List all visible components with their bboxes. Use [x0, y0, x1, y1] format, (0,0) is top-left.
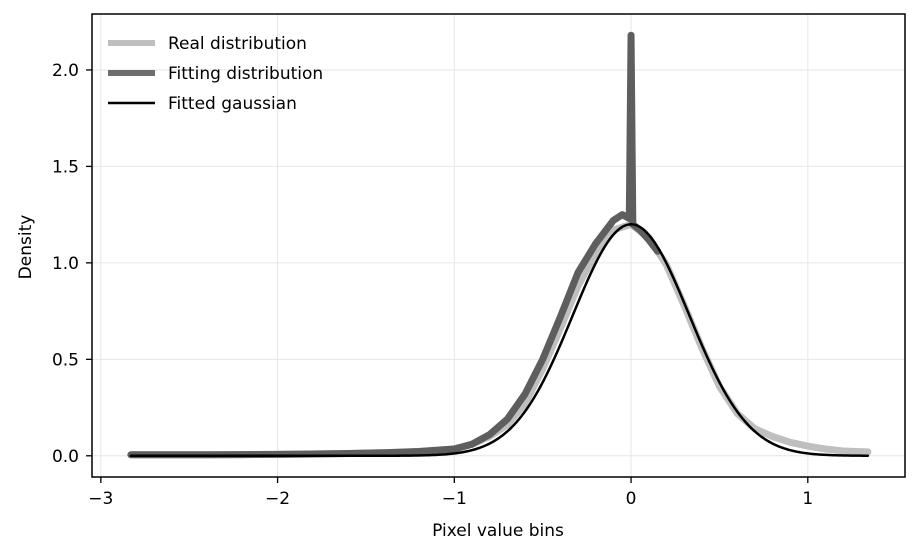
- x-tick-label: 1: [802, 489, 813, 509]
- series-line-fitting-distribution: [127, 31, 662, 459]
- y-axis-title: Density: [16, 215, 36, 280]
- x-axis-title: Pixel value bins: [432, 521, 564, 541]
- y-tick-label: 2.0: [52, 61, 79, 81]
- legend: Real distribution Fitting distribution F…: [108, 34, 323, 114]
- x-axis: −3 −2 −1 0 1: [88, 477, 813, 509]
- y-tick-label: 0.0: [52, 447, 79, 467]
- plot-area: [127, 31, 872, 459]
- y-tick-label: 1.0: [52, 254, 79, 274]
- x-tick-label: 0: [626, 489, 637, 509]
- x-tick-label: −3: [88, 489, 113, 509]
- x-tick-label: −2: [265, 489, 290, 509]
- y-tick-label: 1.5: [52, 157, 79, 177]
- legend-label-real-distribution: Real distribution: [168, 34, 307, 54]
- y-tick-label: 0.5: [52, 350, 79, 370]
- series-line-fitted-gaussian: [129, 223, 870, 458]
- x-tick-label: −1: [442, 489, 467, 509]
- y-axis: 0.0 0.5 1.0 1.5 2.0: [52, 61, 92, 467]
- legend-label-fitted-gaussian: Fitted gaussian: [168, 94, 297, 114]
- axes-frame: [91, 13, 906, 478]
- legend-label-fitting-distribution: Fitting distribution: [168, 64, 323, 84]
